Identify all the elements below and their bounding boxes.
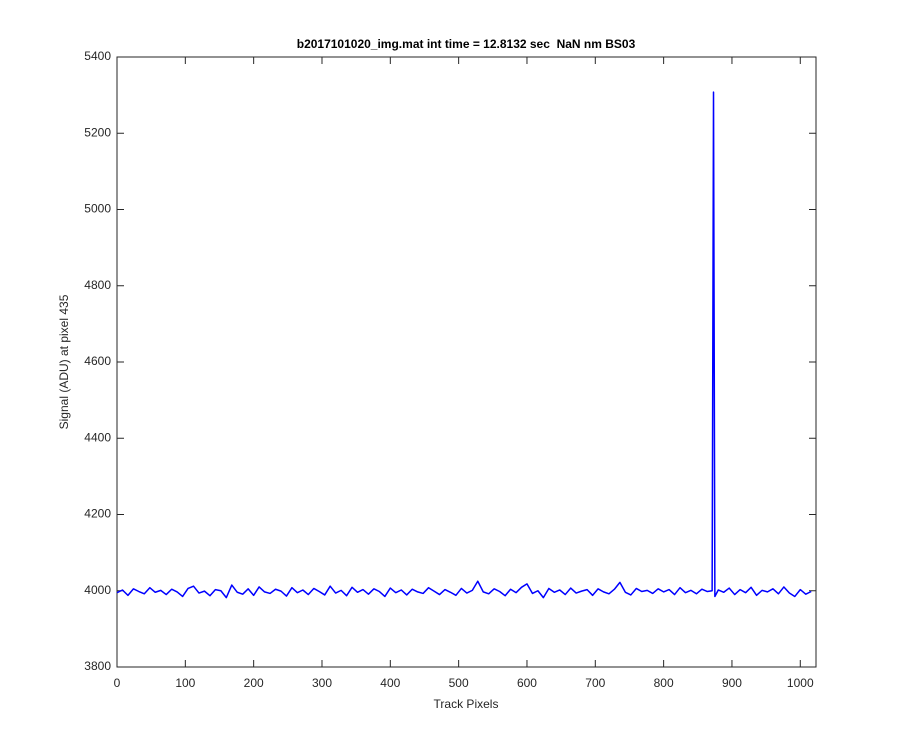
x-tick-label: 100 <box>175 676 195 690</box>
x-tick-label: 600 <box>517 676 537 690</box>
x-tick-label: 400 <box>380 676 400 690</box>
y-tick-label: 5000 <box>84 202 111 216</box>
y-tick-label: 3800 <box>84 659 111 673</box>
x-tick-label: 300 <box>312 676 332 690</box>
y-tick-label: 4600 <box>84 354 111 368</box>
x-tick-label: 0 <box>114 676 121 690</box>
y-tick-label: 5200 <box>84 125 111 139</box>
x-tick-label: 1000 <box>787 676 814 690</box>
x-tick-label: 500 <box>449 676 469 690</box>
y-tick-label: 4400 <box>84 430 111 444</box>
chart-title: b2017101020_img.mat int time = 12.8132 s… <box>297 37 636 51</box>
x-tick-label: 900 <box>722 676 742 690</box>
x-tick-label: 800 <box>654 676 674 690</box>
y-tick-label: 5400 <box>84 49 111 63</box>
data-line <box>116 91 812 599</box>
y-tick-label: 4200 <box>84 507 111 521</box>
x-tick-label: 200 <box>244 676 264 690</box>
x-axis-label: Track Pixels <box>434 697 499 711</box>
y-axis-label: Signal (ADU) at pixel 435 <box>57 294 71 429</box>
y-tick-label: 4800 <box>84 278 111 292</box>
plot-area <box>116 56 817 668</box>
x-tick-label: 700 <box>585 676 605 690</box>
y-tick-label: 4000 <box>84 583 111 597</box>
